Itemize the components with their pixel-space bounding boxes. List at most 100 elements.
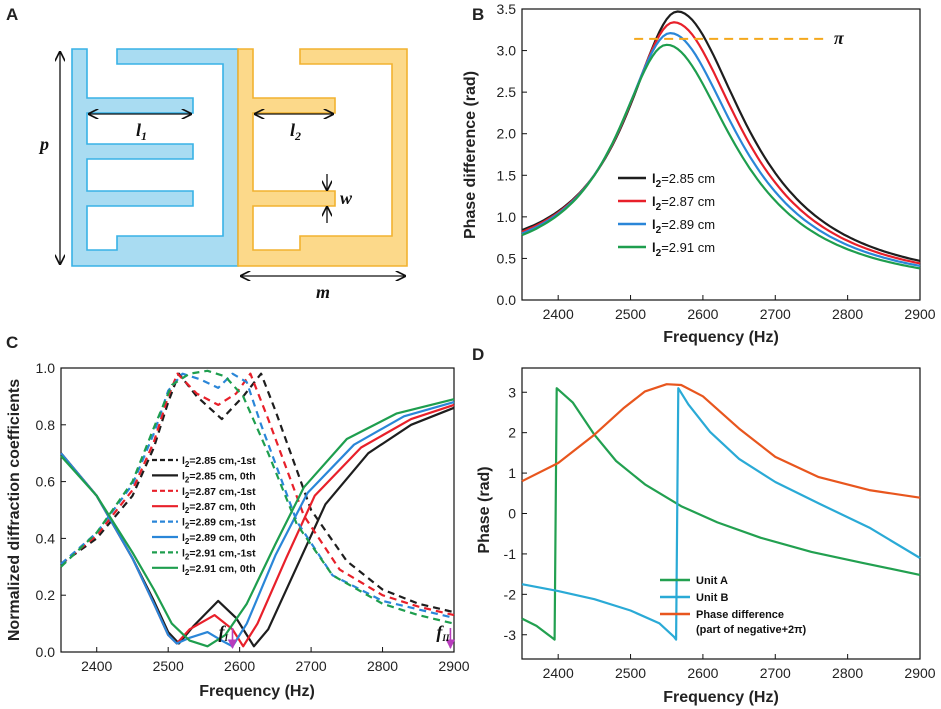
unit-cell-diagram: p l1 l2 w m — [38, 48, 408, 302]
legend-label: l2=2.85 cm — [652, 171, 715, 190]
series-lines-c — [60, 369, 455, 648]
y-tick-label: 1.0 — [497, 209, 517, 225]
y-tick-label: 0.0 — [36, 644, 56, 660]
y-tick-label: 1.0 — [36, 360, 56, 376]
legend-note: (part of negative+2π) — [696, 624, 807, 636]
cell-b-shape — [237, 48, 408, 267]
legend-d: Unit A Unit B Phase difference (part of neg… — [660, 575, 807, 636]
x-axis-label-c: Frequency (Hz) — [199, 683, 315, 700]
legend-label: l2=2.89 cm, 0th — [182, 532, 256, 546]
legend-label: l2=2.85 cm,-1st — [182, 455, 256, 469]
y-tick-label: 2.0 — [497, 126, 517, 142]
y-tick-label: 2.5 — [497, 84, 517, 100]
x-tick-label: 2600 — [224, 658, 255, 674]
panel-d-chart: 2400 2500 2600 2700 2800 2900 -3 -2 -1 0 1 2 3 Unit … — [476, 367, 936, 706]
series-line-dashed — [60, 372, 455, 614]
label-p: p — [38, 134, 49, 154]
y-tick-label: 3.5 — [497, 1, 517, 17]
series-line — [521, 387, 921, 641]
x-tick-label: 2700 — [296, 658, 327, 674]
y-axis-label-b: Phase difference (rad) — [462, 71, 479, 239]
plot-frame-c — [60, 367, 455, 653]
x-tick-label: 2700 — [760, 306, 791, 322]
x-tick-label: 2900 — [904, 306, 935, 322]
y-axis-label-d: Phase (rad) — [476, 466, 493, 553]
x-axis-label-b: Frequency (Hz) — [663, 329, 779, 346]
legend-label: l2=2.89 cm,-1st — [182, 517, 256, 531]
y-tick-label: 1.5 — [497, 167, 517, 183]
series-line-dashed — [60, 372, 455, 617]
y-tick-label: 0.2 — [36, 587, 56, 603]
y-tick-label: 3 — [508, 384, 516, 400]
series-line-dashed — [60, 369, 455, 625]
frequency-marker-label: fII — [436, 622, 450, 643]
panel-c-chart: 2400 2500 2600 2700 2800 2900 0.0 0.2 0.4 0.6 0.8 1… — [6, 360, 470, 700]
series-line — [521, 387, 921, 641]
label-l1: l1 — [136, 120, 147, 143]
x-tick-label: 2500 — [615, 306, 646, 322]
legend-label: l2=2.87 cm — [652, 194, 715, 213]
y-tick-label: 0 — [508, 506, 516, 522]
legend-label: Unit A — [696, 575, 728, 587]
legend-label: Phase difference — [696, 609, 784, 621]
legend-label: l2=2.91 cm — [652, 240, 715, 259]
axis-ticks-d: 2400 2500 2600 2700 2800 2900 -3 -2 -1 0 1 2 3 — [504, 384, 936, 681]
y-tick-label: 0.4 — [36, 530, 56, 546]
legend-label: l2=2.89 cm — [652, 217, 715, 236]
legend-label: l2=2.91 cm, 0th — [182, 563, 256, 577]
panel-label-c: C — [6, 333, 18, 352]
label-l2: l2 — [290, 120, 301, 143]
panel-label-a: A — [6, 5, 18, 24]
x-tick-label: 2500 — [615, 665, 646, 681]
axis-ticks-c: 2400 2500 2600 2700 2800 2900 0.0 0.2 0.4 0.6 0.8 1… — [36, 360, 470, 674]
pi-label: π — [834, 28, 845, 48]
series-line — [521, 21, 921, 265]
series-line — [521, 43, 921, 270]
x-tick-label: 2800 — [832, 665, 863, 681]
series-line — [60, 403, 455, 648]
y-tick-label: 1 — [508, 465, 516, 481]
x-tick-label: 2900 — [438, 658, 469, 674]
y-tick-label: -3 — [504, 627, 517, 643]
series-line — [521, 10, 921, 262]
legend-label: l2=2.91 cm,-1st — [182, 547, 256, 561]
series-line — [521, 31, 921, 267]
y-tick-label: 0.0 — [497, 292, 517, 308]
legend-b: l2=2.85 cm l2=2.87 cm l2=2.89 cm l2=2.91 cm — [618, 171, 715, 259]
series-line-dashed — [60, 372, 455, 619]
series-line — [60, 406, 455, 648]
x-tick-label: 2400 — [543, 306, 574, 322]
y-tick-label: 3.0 — [497, 43, 517, 59]
y-tick-label: 0.8 — [36, 417, 56, 433]
x-axis-label-d: Frequency (Hz) — [663, 689, 779, 706]
series-line — [60, 398, 455, 648]
y-tick-label: 2 — [508, 425, 516, 441]
y-tick-label: -2 — [504, 586, 517, 602]
x-tick-label: 2800 — [832, 306, 863, 322]
label-w: w — [340, 188, 353, 208]
plot-frame-b — [521, 8, 921, 301]
series-lines-b — [521, 10, 921, 270]
legend-label: Unit B — [696, 592, 728, 604]
frequency-markers: fI fII — [218, 622, 456, 649]
x-tick-label: 2700 — [760, 665, 791, 681]
x-tick-label: 2800 — [367, 658, 398, 674]
x-tick-label: 2400 — [543, 665, 574, 681]
y-tick-label: 0.5 — [497, 250, 517, 266]
label-m: m — [316, 282, 330, 302]
cell-a-shape — [71, 48, 239, 267]
frequency-marker-label: fI — [218, 622, 228, 643]
x-tick-label: 2600 — [687, 665, 718, 681]
legend-label: l2=2.87 cm,-1st — [182, 486, 256, 500]
legend-label: l2=2.87 cm, 0th — [182, 501, 256, 515]
axis-ticks-b: 2400 2500 2600 2700 2800 2900 0.0 0.5 1.0 1.5 2.0 2… — [497, 1, 936, 322]
panel-b-chart: 2400 2500 2600 2700 2800 2900 0.0 0.5 1.0 1.5 2.0 2… — [462, 1, 936, 346]
series-lines-d — [521, 383, 921, 641]
series-line — [60, 401, 455, 648]
panel-label-d: D — [472, 345, 484, 364]
y-tick-label: 0.6 — [36, 474, 56, 490]
x-tick-label: 2400 — [81, 658, 112, 674]
